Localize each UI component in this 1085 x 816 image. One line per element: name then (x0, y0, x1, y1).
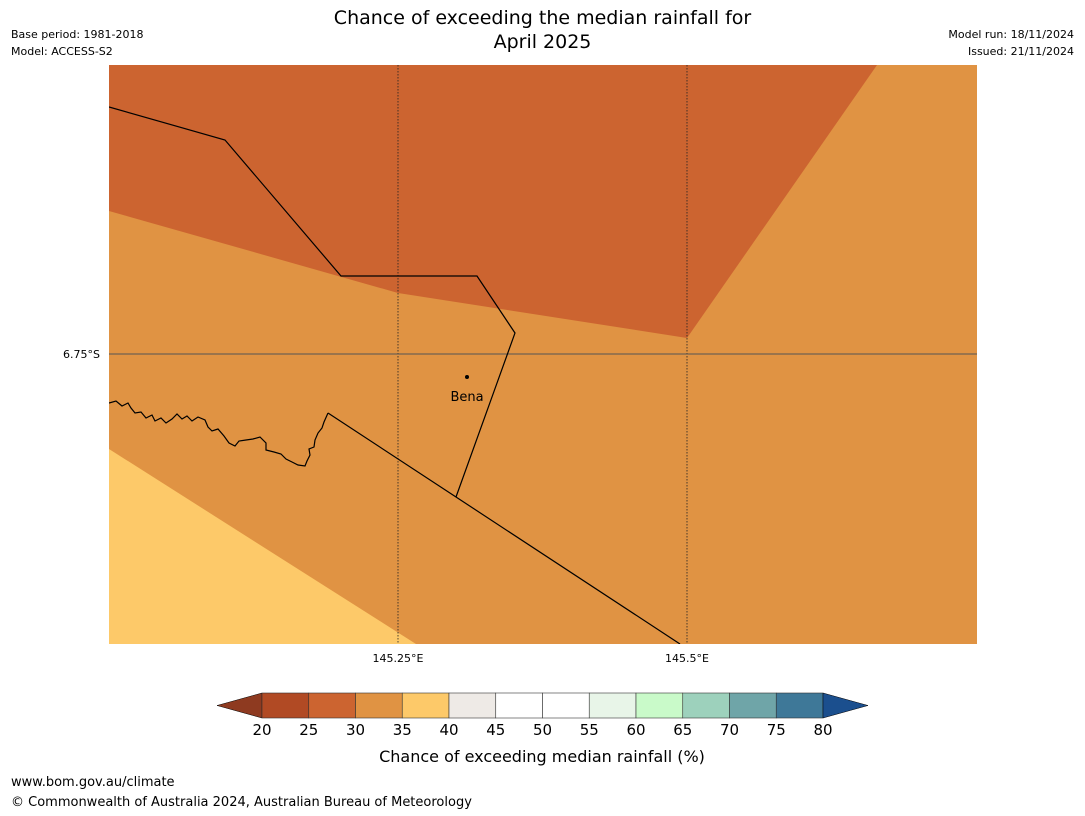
colorbar-segment (495, 692, 543, 719)
colorbar-tick-label: 60 (626, 721, 645, 739)
colorbar-segment (448, 692, 497, 719)
boundaries (109, 106, 681, 644)
model-name: Model: ACCESS-S2 (11, 45, 113, 58)
longitude-label-145-5: 145.5°E (665, 652, 709, 665)
colorbar-segment (635, 692, 684, 719)
colorbar-tick-label: 20 (252, 721, 271, 739)
base-period: Base period: 1981-2018 (11, 28, 144, 41)
colorbar-tick-label: 65 (673, 721, 692, 739)
colorbar-segment (775, 692, 824, 719)
meta-left: Base period: 1981-2018 Model: ACCESS-S2 (11, 26, 143, 60)
colorbar-tick-label: 75 (767, 721, 786, 739)
colorbar-segment (682, 692, 730, 719)
colorbar-tick-label: 25 (299, 721, 318, 739)
place-label: Bena (450, 390, 483, 405)
colorbar-tick-label: 40 (439, 721, 458, 739)
place-bena: Bena (450, 375, 484, 405)
latitude-label: 6.75°S (63, 348, 100, 361)
colorbar-segment (261, 692, 310, 719)
footer-copyright: © Commonwealth of Australia 2024, Austra… (11, 795, 472, 810)
colorbar-segment (308, 692, 356, 719)
colorbar-tick-label: 80 (813, 721, 832, 739)
colorbar-tick-label: 70 (720, 721, 739, 739)
map-title-line2: April 2025 (493, 31, 592, 53)
colorbar-segment (355, 692, 403, 719)
issued-date: Issued: 21/11/2024 (967, 45, 1074, 58)
map-title-line1: Chance of exceeding the median rainfall … (333, 7, 752, 29)
colorbar-over-arrow (822, 692, 869, 719)
colorbar-under-arrow (216, 692, 263, 719)
colorbar-label: Chance of exceeding median rainfall (%) (379, 747, 705, 766)
colorbar: 20 25 30 35 40 45 50 55 60 65 70 75 80 (216, 692, 869, 739)
longitude-label-145-25: 145.25°E (373, 652, 424, 665)
colorbar-segment (729, 692, 777, 719)
district-boundary-north (109, 106, 516, 498)
colorbar-segment (401, 692, 450, 719)
meta-right: Model run: 18/11/2024 Issued: 21/11/2024 (948, 26, 1074, 60)
colorbar-tick-label: 30 (346, 721, 365, 739)
colorbar-tick-label: 45 (486, 721, 505, 739)
zone-35-40 (109, 449, 416, 644)
colorbar-tick-label: 50 (533, 721, 552, 739)
place-marker (465, 375, 469, 379)
model-run: Model run: 18/11/2024 (948, 28, 1074, 41)
colorbar-tick-label: 35 (393, 721, 412, 739)
district-boundary-south (327, 412, 681, 644)
map-title: Chance of exceeding the median rainfall … (0, 6, 1085, 54)
colorbar-tick-label: 55 (580, 721, 599, 739)
colorbar-segment (542, 692, 590, 719)
zone-25-30 (109, 65, 877, 338)
colorbar-segment (588, 692, 637, 719)
coastline-river (109, 400, 329, 467)
footer-url: www.bom.gov.au/climate (11, 775, 175, 790)
graticule (109, 65, 977, 644)
